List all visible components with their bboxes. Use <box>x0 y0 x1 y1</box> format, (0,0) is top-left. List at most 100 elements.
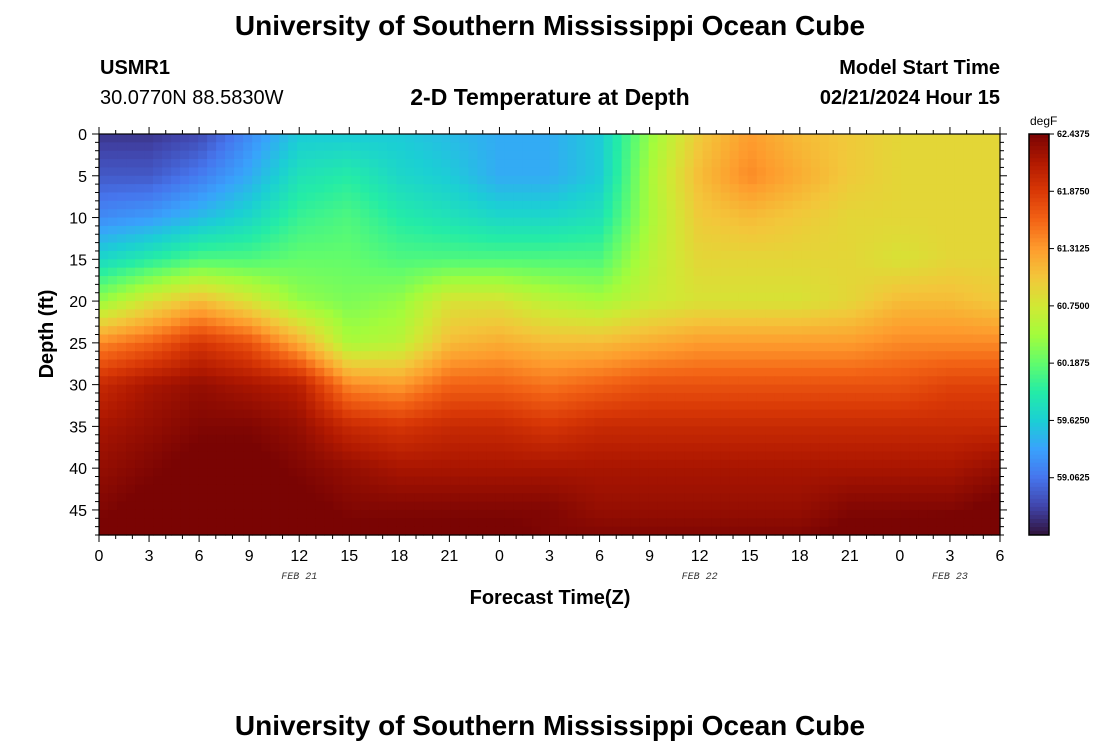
heatmap-cell <box>423 451 433 461</box>
heatmap-cell <box>828 501 839 511</box>
heatmap-cell <box>351 468 361 478</box>
heatmap-cell <box>144 242 154 252</box>
heatmap-cell <box>117 326 127 336</box>
heatmap-cell <box>297 317 307 327</box>
heatmap-cell <box>270 259 280 269</box>
heatmap-cell <box>837 292 848 302</box>
heatmap-cell <box>504 250 515 260</box>
heatmap-cell <box>342 376 352 386</box>
heatmap-cell <box>657 200 668 210</box>
heatmap-cell <box>540 342 551 352</box>
heatmap-cell <box>324 292 334 302</box>
heatmap-cell <box>414 267 424 277</box>
heatmap-cell <box>306 134 316 143</box>
heatmap-cell <box>414 459 424 469</box>
heatmap-cell <box>342 418 352 427</box>
heatmap-cell <box>621 326 632 336</box>
heatmap-cell <box>747 225 758 235</box>
heatmap-cell <box>702 317 713 327</box>
heatmap-cell <box>225 234 235 244</box>
heatmap-cell <box>558 317 569 327</box>
heatmap-cell <box>333 401 343 411</box>
heatmap-cell <box>729 134 740 143</box>
date-label: FEB 21 <box>281 572 317 583</box>
heatmap-cell <box>288 401 298 411</box>
heatmap-cell <box>810 267 821 277</box>
heatmap-cell <box>279 459 289 469</box>
heatmap-cell <box>594 342 605 352</box>
heatmap-cell <box>909 150 920 160</box>
heatmap-cell <box>225 167 235 177</box>
heatmap-cell <box>504 443 515 453</box>
heatmap-cell <box>279 443 289 453</box>
heatmap-cell <box>459 476 470 486</box>
heatmap-cell <box>891 250 902 260</box>
heatmap-cell <box>648 493 659 503</box>
heatmap-cell <box>180 192 190 202</box>
heatmap-cell <box>846 150 857 160</box>
heatmap-cell <box>270 501 280 511</box>
heatmap-cell <box>729 493 740 503</box>
heatmap-cell <box>99 167 109 177</box>
heatmap-cell <box>756 225 767 235</box>
heatmap-cell <box>171 259 181 269</box>
heatmap-cell <box>99 250 109 260</box>
heatmap-cell <box>603 501 614 511</box>
heatmap-cell <box>279 484 289 494</box>
heatmap-cell <box>702 242 713 252</box>
heatmap-cell <box>333 276 343 285</box>
heatmap-cell <box>216 142 226 152</box>
heatmap-cell <box>666 309 677 319</box>
heatmap-cell <box>846 376 857 386</box>
heatmap-cell <box>504 292 515 302</box>
heatmap-cell <box>315 434 325 444</box>
heatmap-cell <box>243 459 253 469</box>
heatmap-cell <box>414 284 424 294</box>
heatmap-cell <box>513 459 524 469</box>
heatmap-cell <box>261 418 271 427</box>
heatmap-cell <box>657 234 668 244</box>
heatmap-cell <box>378 276 388 285</box>
heatmap-cell <box>738 284 749 294</box>
heatmap-cell <box>441 259 451 269</box>
heatmap-cell <box>279 376 289 386</box>
heatmap-cell <box>765 359 776 369</box>
heatmap-cell <box>576 167 587 177</box>
heatmap-cell <box>369 284 379 294</box>
heatmap-cell <box>693 493 704 503</box>
heatmap-cell <box>819 501 830 511</box>
heatmap-cell <box>288 284 298 294</box>
heatmap-cell <box>981 392 992 402</box>
heatmap-cell <box>360 192 370 202</box>
heatmap-cell <box>828 434 839 444</box>
heatmap-cell <box>540 209 551 219</box>
heatmap-cell <box>243 134 253 143</box>
heatmap-cell <box>702 150 713 160</box>
heatmap-cell <box>918 209 929 219</box>
heatmap-cell <box>225 142 235 152</box>
heatmap-cell <box>270 301 280 311</box>
heatmap-cell <box>621 518 632 528</box>
heatmap-cell <box>504 200 515 210</box>
heatmap-cell <box>603 142 614 152</box>
heatmap-cell <box>540 259 551 269</box>
heatmap-cell <box>765 192 776 202</box>
heatmap-cell <box>882 476 893 486</box>
heatmap-cell <box>450 200 460 210</box>
heatmap-cell <box>846 384 857 394</box>
heatmap-cell <box>936 468 947 478</box>
heatmap-cell <box>477 167 488 177</box>
heatmap-cell <box>405 476 415 486</box>
heatmap-cell <box>144 167 154 177</box>
heatmap-cell <box>594 359 605 369</box>
heatmap-cell <box>495 526 506 536</box>
heatmap-cell <box>936 376 947 386</box>
heatmap-cell <box>837 334 848 344</box>
heatmap-cell <box>198 409 208 419</box>
heatmap-cell <box>648 200 659 210</box>
heatmap-cell <box>342 159 352 169</box>
heatmap-cell <box>315 326 325 336</box>
heatmap-cell <box>531 225 542 235</box>
heatmap-cell <box>450 434 460 444</box>
heatmap-cell <box>990 526 1001 536</box>
